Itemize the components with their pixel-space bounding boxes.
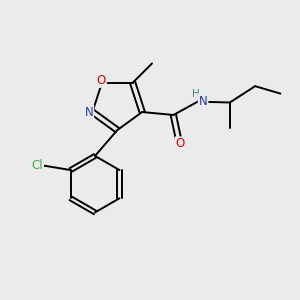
- Text: H: H: [192, 89, 200, 99]
- Text: O: O: [97, 74, 106, 87]
- Text: Cl: Cl: [32, 159, 43, 172]
- Text: O: O: [176, 137, 185, 150]
- Text: N: N: [85, 106, 93, 118]
- Text: N: N: [199, 94, 208, 107]
